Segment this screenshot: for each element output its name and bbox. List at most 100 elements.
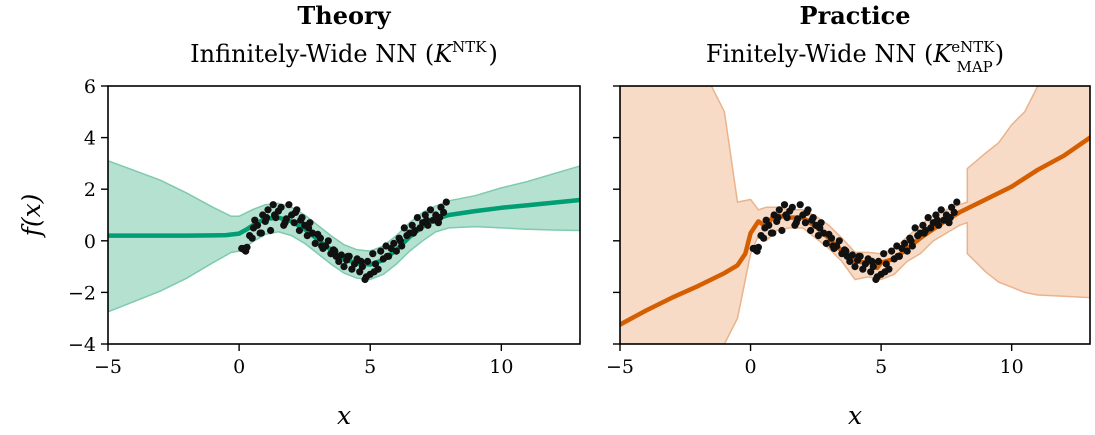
- data-point: [409, 229, 418, 237]
- data-point: [873, 273, 881, 281]
- data-point: [318, 242, 326, 250]
- y-axis-label: f(x): [17, 194, 46, 239]
- data-point: [803, 208, 811, 216]
- data-point: [950, 208, 958, 216]
- x-axis-label: x: [337, 401, 351, 430]
- data-point: [324, 237, 332, 245]
- y-tick-label: −2: [68, 282, 96, 304]
- data-point: [263, 214, 271, 222]
- data-point: [816, 224, 824, 232]
- data-point: [362, 273, 370, 281]
- data-point: [851, 263, 859, 271]
- data-point: [390, 239, 398, 247]
- data-point: [331, 247, 339, 255]
- data-point: [377, 247, 385, 255]
- data-point: [249, 224, 258, 232]
- data-point: [269, 201, 277, 209]
- y-tick-label: 0: [84, 231, 96, 253]
- data-point: [868, 257, 876, 265]
- data-point: [807, 226, 815, 235]
- data-point: [920, 229, 928, 237]
- data-point: [277, 203, 285, 211]
- data-point: [782, 211, 790, 219]
- data-point: [774, 214, 782, 222]
- data-point: [761, 224, 769, 232]
- chart-subtitle: Finitely-Wide NN (KeNTK MAP): [706, 38, 1004, 76]
- data-point: [924, 214, 932, 222]
- x-tick-label: 10: [1000, 356, 1024, 378]
- data-point: [801, 219, 810, 227]
- data-point: [901, 239, 909, 247]
- data-point: [888, 247, 896, 255]
- data-point: [846, 257, 854, 265]
- data-point: [442, 198, 450, 206]
- data-point: [305, 224, 313, 232]
- data-point: [281, 219, 289, 227]
- x-tick-label: −5: [606, 356, 634, 378]
- data-point: [842, 247, 850, 255]
- y-tick-label: 6: [84, 76, 96, 98]
- uncertainty-band: [108, 160, 580, 313]
- data-point: [423, 216, 431, 224]
- data-point: [290, 219, 298, 227]
- x-tick-label: 0: [233, 356, 245, 378]
- data-point: [835, 237, 843, 245]
- data-point: [953, 198, 961, 206]
- data-point: [933, 216, 941, 224]
- data-point: [357, 257, 365, 265]
- data-point: [285, 201, 293, 209]
- data-point: [874, 257, 883, 265]
- data-point: [855, 252, 863, 260]
- data-point: [413, 214, 421, 222]
- data-point: [335, 257, 343, 265]
- data-point: [937, 206, 945, 214]
- data-point: [257, 229, 265, 237]
- data-point: [775, 206, 783, 214]
- data-point: [911, 224, 919, 232]
- data-point: [848, 251, 857, 259]
- data-point: [760, 234, 768, 242]
- chart-title: Practice: [800, 1, 911, 30]
- data-point: [297, 216, 305, 224]
- axes-frame: [107, 85, 581, 345]
- data-point: [881, 268, 889, 276]
- data-point: [769, 229, 777, 237]
- data-point: [894, 252, 902, 260]
- data-point: [264, 206, 272, 214]
- data-point: [383, 252, 391, 260]
- data-point: [316, 234, 324, 242]
- x-tick-label: 10: [489, 356, 513, 378]
- axes-frame: [619, 85, 1091, 345]
- x-tick-label: −5: [94, 356, 122, 378]
- data-point: [780, 201, 789, 209]
- y-tick-label: −4: [68, 334, 96, 356]
- data-point: [440, 208, 448, 216]
- data-point: [903, 247, 911, 255]
- panel-2: −5 0 5 10 Practice Finitely-Wide NN (KeNTK MAP…: [606, 1, 1091, 430]
- data-point: [829, 242, 837, 250]
- data-point: [796, 201, 804, 209]
- x-tick-label: 0: [745, 356, 757, 378]
- data-point: [436, 214, 444, 222]
- data-point: [426, 206, 435, 214]
- uncertainty-band: [620, 86, 1090, 344]
- data-point: [396, 237, 404, 245]
- data-point: [750, 244, 759, 253]
- y-tick-label: 4: [84, 128, 96, 150]
- x-tick-label: 5: [875, 356, 887, 378]
- data-point: [778, 226, 786, 235]
- data-point: [822, 239, 830, 247]
- data-point: [340, 263, 348, 271]
- data-point: [788, 203, 796, 211]
- x-tick-label: 5: [364, 356, 376, 378]
- data-point: [239, 244, 247, 253]
- data-point: [311, 239, 319, 247]
- plot-area: [620, 86, 1090, 344]
- panel-1: −5 0 5 10 −4 −2 0 2 4 6 Theory Infinitely-Wide NN (…: [17, 1, 581, 430]
- chart-title: Theory: [297, 1, 391, 30]
- data-point: [880, 250, 888, 258]
- data-point: [808, 216, 816, 224]
- data-point: [792, 219, 800, 227]
- data-point: [267, 226, 275, 235]
